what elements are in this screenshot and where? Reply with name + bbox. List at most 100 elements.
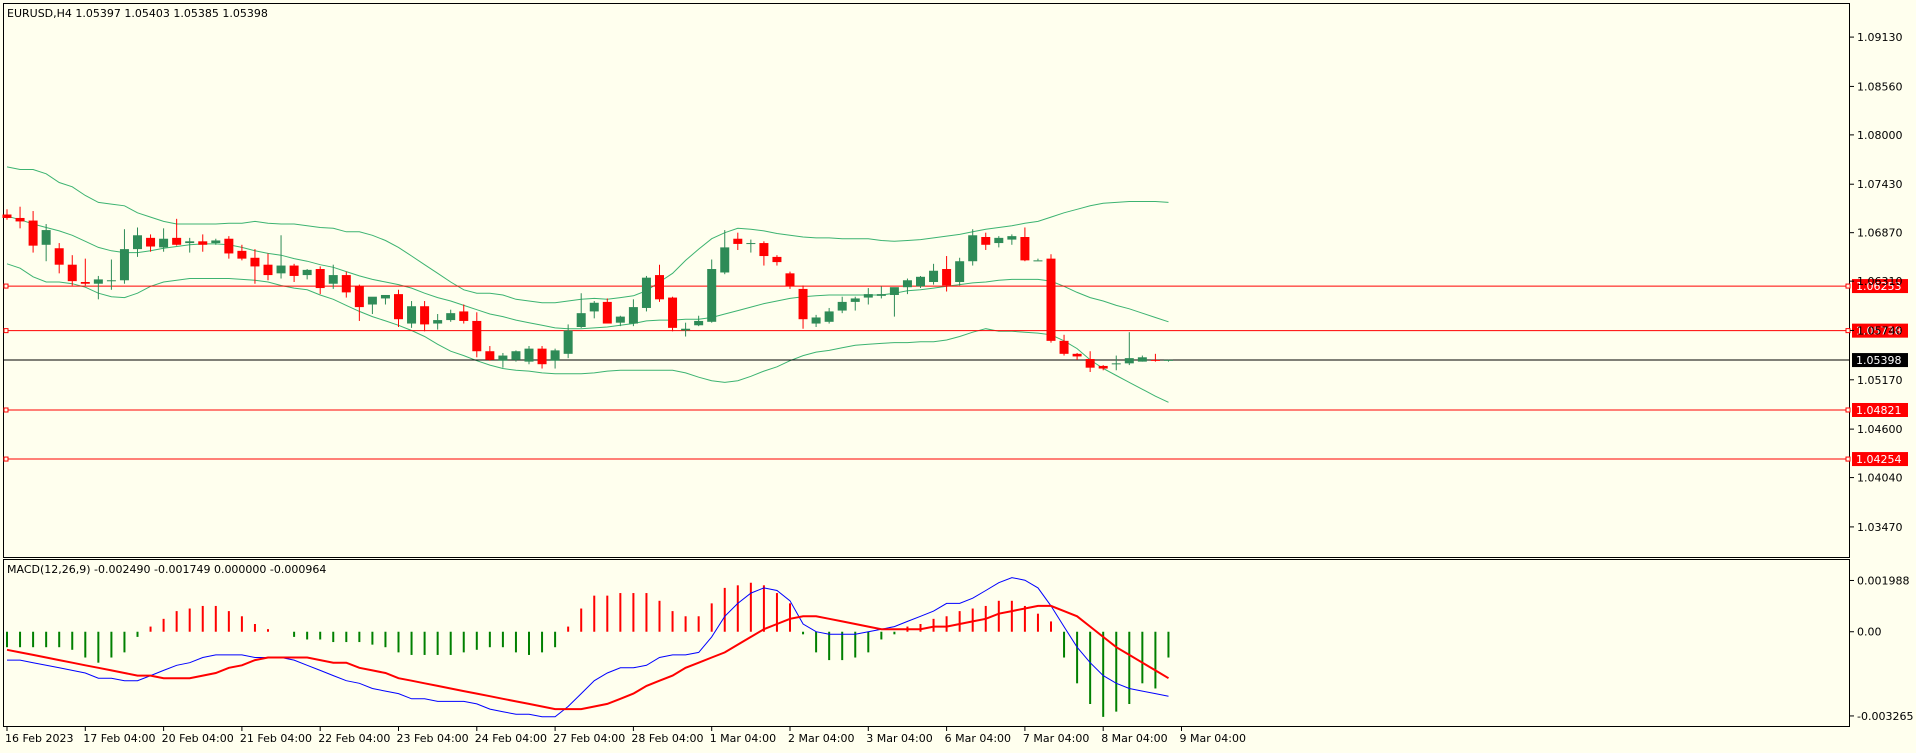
time-axis[interactable]: 16 Feb 2023 17 Feb 04:00 20 Feb 04:00 21 Fe…: [5, 727, 1246, 745]
candle-body: [1059, 340, 1069, 354]
candle-body: [119, 249, 129, 281]
candle-body: [1020, 237, 1030, 261]
level-handle-left: [3, 283, 9, 289]
candle-body: [576, 313, 586, 327]
candle-body: [446, 313, 456, 321]
candle-body: [420, 306, 430, 325]
bollinger-upper-line: [6, 166, 1169, 304]
price-tick-label: 1.03470: [1857, 521, 1903, 534]
price-tick-label: 1.04600: [1857, 423, 1903, 436]
level-handle-left: [3, 407, 9, 413]
level-handle-right: [1845, 328, 1851, 334]
candle-body: [1072, 353, 1082, 357]
candle-body: [433, 320, 443, 324]
level-price-label: 1.04821: [1856, 404, 1902, 417]
candle-body: [707, 269, 717, 322]
candle-body: [133, 235, 142, 250]
macd-panel[interactable]: 0.001988 0.00 -0.003265 MACD(12,26,9) -0.0…: [3, 559, 1914, 727]
horizontal-levels[interactable]: 1.06253 1.05738 1.04821 1.04254 1.05398: [3, 279, 1908, 467]
candle-body: [733, 238, 743, 244]
candle-body: [1137, 357, 1147, 362]
level-price-label: 1.04254: [1856, 453, 1902, 466]
candle-body: [550, 350, 560, 361]
candle-body: [315, 269, 325, 289]
candle-body: [28, 220, 38, 246]
price-axis[interactable]: 1.09130 1.08560 1.08000 1.07430 1.06870 1.063…: [1850, 31, 1903, 534]
level-handle-right: [1845, 283, 1851, 289]
candle-body: [1033, 260, 1043, 262]
candle-body: [276, 265, 286, 274]
macd-tick-label: -0.003265: [1857, 710, 1913, 723]
candle-body: [916, 276, 925, 287]
candle-body: [929, 270, 939, 282]
time-tick-label: 21 Feb 04:00: [240, 732, 312, 745]
macd-tick-label: 0.001988: [1857, 574, 1910, 587]
time-tick-label: 7 Mar 04:00: [1023, 732, 1089, 745]
level-handle-left: [3, 328, 9, 334]
bollinger-lower-line: [6, 263, 1169, 403]
candle-body: [67, 264, 77, 282]
candle-body: [694, 320, 704, 326]
candle-body: [459, 311, 469, 321]
candle-body: [328, 275, 338, 284]
candle-body: [407, 306, 417, 324]
candle-body: [511, 351, 521, 360]
candle-body: [759, 243, 769, 257]
price-tick-label: 1.06870: [1857, 227, 1903, 240]
candle-body: [172, 237, 182, 245]
time-tick-label: 1 Mar 04:00: [710, 732, 776, 745]
macd-axis[interactable]: 0.001988 0.00 -0.003265: [1850, 574, 1913, 723]
price-tick-label: 1.06310: [1857, 275, 1903, 288]
candle-body: [1111, 363, 1121, 365]
candle-body: [641, 277, 651, 308]
candle-body: [472, 320, 482, 352]
candle-body: [824, 311, 834, 322]
candle-body: [981, 237, 991, 245]
candle-body: [237, 250, 247, 259]
candle-body: [1098, 365, 1108, 369]
candle-body: [720, 247, 730, 273]
candle-body: [93, 279, 103, 284]
candle-body: [746, 243, 756, 245]
candle-body: [289, 265, 299, 276]
candle-body: [394, 294, 403, 320]
candle-body: [106, 280, 116, 282]
time-tick-label: 28 Feb 04:00: [631, 732, 703, 745]
level-price-label: 1.06253: [1856, 280, 1902, 293]
candle-body: [367, 296, 377, 305]
candle-body: [994, 237, 1004, 244]
candle-body: [955, 261, 965, 282]
candle-body: [850, 298, 860, 302]
candle-body: [615, 316, 625, 323]
time-tick-label: 16 Feb 2023: [5, 732, 73, 745]
candle-body: [263, 264, 273, 276]
time-tick-label: 17 Feb 04:00: [83, 732, 155, 745]
candle-body: [302, 269, 312, 276]
macd-histogram: [6, 582, 1170, 717]
candle-body: [811, 317, 821, 324]
main-panel[interactable]: 1.06253 1.05738 1.04821 1.04254 1.05398 1.09…: [2, 3, 1909, 558]
candles: [2, 206, 1173, 372]
candle-body: [668, 297, 678, 328]
price-tick-label: 1.04040: [1857, 472, 1903, 485]
level-price-tag: [1852, 323, 1908, 338]
time-tick-label: 9 Mar 04:00: [1180, 732, 1246, 745]
candle-body: [15, 217, 25, 222]
current-price-tag: [1852, 353, 1908, 368]
candle-body: [602, 301, 612, 324]
time-tick-label: 6 Mar 04:00: [945, 732, 1011, 745]
candle-body: [537, 348, 547, 365]
candle-body: [2, 214, 12, 218]
candle-body: [159, 238, 169, 248]
candle-body: [354, 286, 364, 308]
candle-body: [889, 287, 899, 295]
candle-body: [772, 256, 782, 263]
candle-body: [41, 230, 51, 245]
level-price-tag: [1852, 452, 1908, 467]
candle-body: [250, 257, 260, 267]
time-tick-label: 22 Feb 04:00: [318, 732, 390, 745]
candle-body: [185, 241, 195, 244]
candle-body: [942, 269, 952, 286]
